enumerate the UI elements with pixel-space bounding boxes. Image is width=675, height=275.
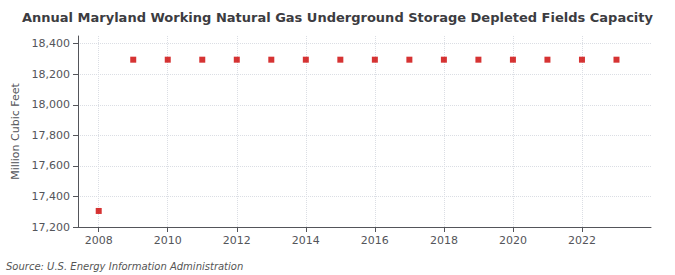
- svg-text:2012: 2012: [223, 234, 251, 247]
- svg-text:18,200: 18,200: [32, 68, 71, 81]
- svg-text:18,000: 18,000: [32, 98, 71, 111]
- svg-text:17,400: 17,400: [32, 190, 71, 203]
- svg-text:2016: 2016: [361, 234, 389, 247]
- svg-text:2020: 2020: [499, 234, 527, 247]
- svg-text:18,400: 18,400: [32, 37, 71, 50]
- svg-text:2022: 2022: [568, 234, 596, 247]
- svg-text:2014: 2014: [292, 234, 320, 247]
- svg-text:17,600: 17,600: [32, 159, 71, 172]
- svg-text:17,800: 17,800: [32, 129, 71, 142]
- svg-text:Million Cubic Feet: Million Cubic Feet: [9, 82, 22, 179]
- svg-text:2018: 2018: [430, 234, 458, 247]
- svg-text:17,200: 17,200: [32, 221, 71, 234]
- svg-text:Source: U.S. Energy Informatio: Source: U.S. Energy Information Administ…: [6, 261, 243, 272]
- svg-text:2008: 2008: [85, 234, 113, 247]
- svg-text:Annual Maryland Working Natura: Annual Maryland Working Natural Gas Unde…: [22, 10, 654, 25]
- svg-text:2010: 2010: [154, 234, 182, 247]
